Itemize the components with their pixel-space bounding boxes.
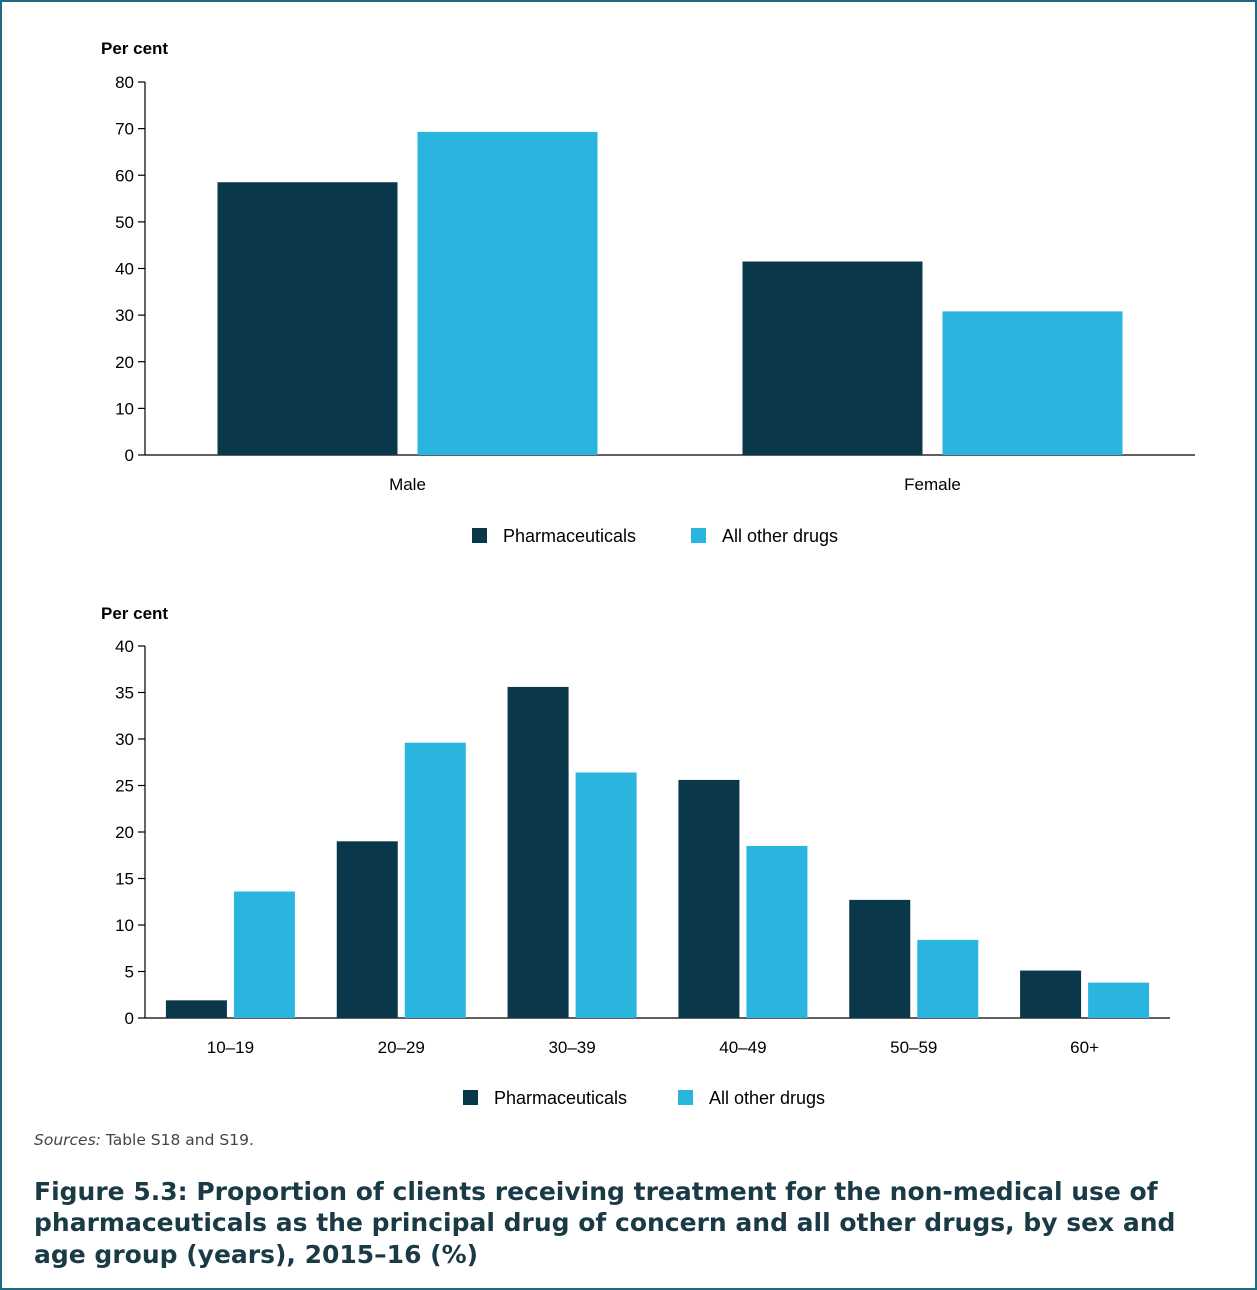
bar-pharmaceuticals: [678, 779, 740, 1018]
chart-sex: Per cent 0 10 20 30 40 50 60 70 80 Male Female Pharm…: [101, 39, 1195, 546]
bar-pharmaceuticals: [336, 841, 398, 1018]
legend-label: All other drugs: [722, 526, 838, 546]
bar-all-other-drugs: [404, 742, 466, 1018]
bar-all-other-drugs: [1088, 982, 1150, 1018]
y-tick-label: 20: [115, 353, 134, 372]
x-tick-label: 50–59: [890, 1038, 937, 1057]
y-tick-label: 25: [115, 777, 134, 796]
x-tick-label: Male: [389, 475, 426, 494]
y-tick-label: 40: [115, 260, 134, 279]
y-tick-label: 0: [125, 446, 134, 465]
y-tick-label: 15: [115, 870, 134, 889]
y-tick-label: 10: [115, 916, 134, 935]
y-tick-label: 30: [115, 730, 134, 749]
bar-pharmaceuticals: [165, 1000, 227, 1018]
y-tick-label: 80: [115, 73, 134, 92]
y-tick-label: 50: [115, 213, 134, 232]
x-tick-label: 60+: [1070, 1038, 1099, 1057]
x-tick-label: 10–19: [207, 1038, 254, 1057]
bar-all-other-drugs: [942, 311, 1123, 455]
bar-pharmaceuticals: [742, 261, 923, 455]
x-tick-label: 30–39: [548, 1038, 595, 1057]
bar-all-other-drugs: [233, 891, 295, 1018]
y-tick-label: 40: [115, 637, 134, 656]
y-tick-label: 35: [115, 684, 134, 703]
bar-all-other-drugs: [575, 772, 637, 1018]
y-tick-label: 30: [115, 306, 134, 325]
chart-age-group: Per cent 0 5 10 15 20 25 30 35 40 10–19 20–29 30–39 4…: [101, 604, 1170, 1108]
legend-swatch-all-other-drugs: [691, 528, 706, 543]
sources-note: Sources: Table S18 and S19.: [34, 1131, 254, 1149]
figure-caption: Figure 5.3: Proportion of clients receiv…: [34, 1177, 1176, 1269]
y-tick-label: 5: [125, 963, 134, 982]
y-axis-label: Per cent: [101, 39, 168, 58]
bar-all-other-drugs: [917, 939, 979, 1018]
sources-lead: Sources:: [34, 1131, 101, 1149]
legend-swatch-pharmaceuticals: [463, 1090, 478, 1105]
y-tick-label: 60: [115, 166, 134, 185]
bar-all-other-drugs: [417, 131, 598, 456]
y-tick-label: 70: [115, 120, 134, 139]
x-tick-label: Female: [904, 475, 961, 494]
legend-label: Pharmaceuticals: [503, 526, 636, 546]
bar-pharmaceuticals: [849, 899, 911, 1018]
y-tick-label: 20: [115, 823, 134, 842]
y-tick-label: 0: [125, 1009, 134, 1028]
bar-pharmaceuticals: [217, 182, 398, 455]
legend-label: Pharmaceuticals: [494, 1088, 627, 1108]
x-tick-label: 20–29: [378, 1038, 425, 1057]
bar-pharmaceuticals: [1020, 970, 1082, 1018]
sources-text: Table S18 and S19.: [100, 1131, 254, 1149]
legend-swatch-pharmaceuticals: [472, 528, 487, 543]
x-tick-label: 40–49: [719, 1038, 766, 1057]
legend-label: All other drugs: [709, 1088, 825, 1108]
y-axis-label: Per cent: [101, 604, 168, 623]
legend-swatch-all-other-drugs: [678, 1090, 693, 1105]
bar-pharmaceuticals: [507, 686, 569, 1018]
bar-all-other-drugs: [746, 845, 808, 1018]
y-tick-label: 10: [115, 399, 134, 418]
